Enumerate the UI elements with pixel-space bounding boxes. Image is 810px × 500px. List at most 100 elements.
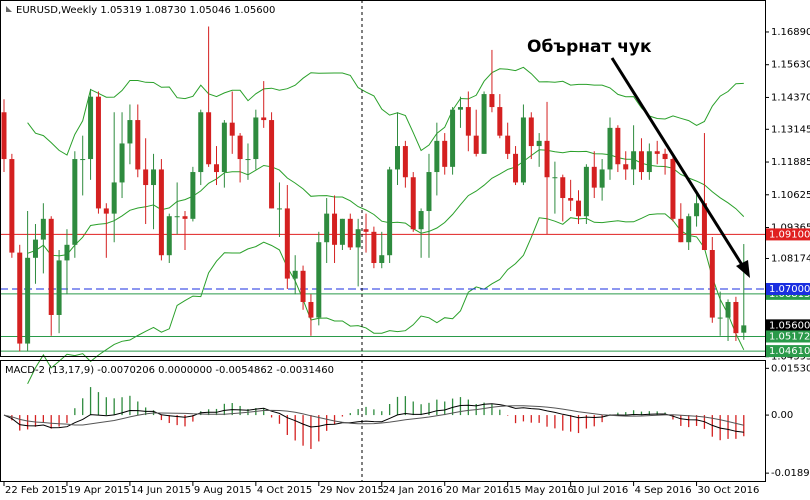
candle-body [316,242,322,318]
candle-body [237,135,243,160]
candle-body [119,143,125,183]
candle-body [410,177,416,230]
y-tick-label: 1.15630 [771,60,810,71]
candle-body [465,107,471,136]
candle-body [694,203,700,217]
x-tick-label: 30 Oct 2016 [698,485,760,496]
candle-body [1,112,7,160]
candle-body [426,172,432,212]
annotation: Обърнат чук [527,37,652,57]
candle-body [489,94,495,108]
candle-body [591,166,597,188]
y-tick-label: 1.10625 [771,190,810,201]
y-tick-label: 1.16890 [771,27,810,38]
candle-body [135,120,141,170]
candle-body [324,213,330,243]
candle-body [151,169,157,186]
candle-body [520,117,526,183]
candle-body [599,169,605,188]
level-label: 1.07000 [769,284,810,295]
candle-body [402,146,408,178]
x-tick-label: 10 Jul 2016 [572,485,629,496]
candle-body [615,127,621,165]
macd-line [3,405,744,426]
candle-body [158,169,164,256]
candle-body [190,172,196,219]
candle-body [457,107,463,110]
candle-body [678,218,684,243]
title-icon [6,6,12,12]
x-tick-label: 4 Sep 2016 [635,485,692,496]
arrow-head [736,260,750,278]
macd-y-tick-label: 0.00 [771,410,793,421]
candle-body [638,151,644,173]
candle-body [395,146,400,170]
candle-body [17,252,23,344]
level-label-box [766,228,810,241]
macd-frame [0,360,766,482]
candle-body [339,218,345,245]
x-tick-label: 14 Jun 2015 [131,485,191,496]
x-tick-label: 19 Apr 2015 [68,485,130,496]
y-tick-label: 1.11885 [771,157,810,168]
x-tick-label: 9 Aug 2015 [194,485,252,496]
candle-body [127,120,133,144]
candle-body [111,182,117,214]
candle-body [481,94,487,154]
candle-body [103,208,109,214]
x-tick-label: 24 Jan 2016 [383,485,443,496]
candle-body [292,270,298,279]
macd-y-tick-label: -0.018999 [771,468,810,479]
price-pane [0,26,765,385]
candle-body [583,166,589,217]
x-tick-label: 20 Mar 2016 [446,485,509,496]
candle-body [733,301,739,334]
candle-body [686,216,692,243]
candle-body [607,127,613,170]
candle-body [631,151,637,170]
level-label-box [766,345,810,358]
candle-body [363,229,369,232]
candle-body [552,177,558,179]
candle-body [300,270,306,302]
candle-body [253,117,259,160]
y-tick-label: 1.09365 [771,223,810,234]
candle-body [245,159,251,161]
candle-body [143,169,149,186]
macd-line [3,403,744,433]
candle-body [221,122,227,173]
candle-body [544,140,550,178]
candle-body [64,244,70,261]
y-tick-label: 1.08174 [771,253,810,264]
candle-body [513,153,519,183]
y-tick-label: 1.13145 [771,124,810,135]
candle-body [741,325,747,333]
candle-body [308,301,314,318]
candle-body [9,159,15,253]
candle-body [709,250,715,318]
candle-body [198,112,204,173]
candle-body [32,239,38,258]
level-label-box [766,282,810,295]
candle-body [72,159,78,245]
bollinger-band [27,213,745,385]
candle-body [576,200,582,217]
bollinger-band [27,66,744,156]
arrow-line [610,57,746,269]
macd-title: MACD-2 (13,17,9) -0.0070206 0.0000000 -0… [5,365,334,376]
x-tick-label: 29 Nov 2015 [320,485,384,496]
candle-body [80,159,86,161]
x-tick-label: 4 Oct 2015 [257,485,312,496]
candle-body [276,208,282,210]
level-label: 1.09100 [769,229,810,240]
candle-body [662,153,668,160]
candle-body [206,112,212,165]
candle-body [434,140,440,173]
candle-body [88,96,94,160]
candle-body [418,211,424,230]
candle-body [25,257,31,344]
candle-body [182,216,188,219]
level-label: 1.04610 [769,346,810,357]
